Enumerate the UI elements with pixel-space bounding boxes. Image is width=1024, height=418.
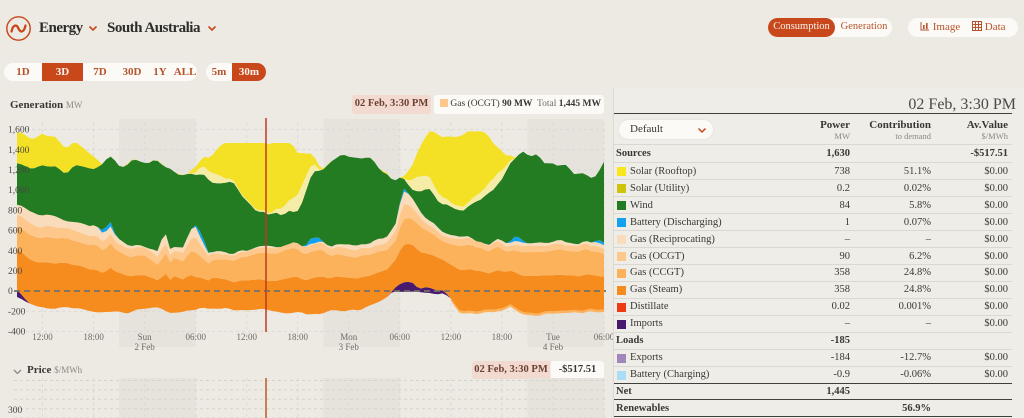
svg-text:18:00: 18:00: [83, 332, 104, 342]
svg-text:12:00: 12:00: [32, 332, 53, 342]
svg-text:Mon: Mon: [340, 332, 358, 342]
svg-text:Sun: Sun: [138, 332, 153, 342]
svg-text:1,400: 1,400: [8, 146, 30, 156]
svg-text:3 Feb: 3 Feb: [339, 342, 360, 352]
svg-text:06:00: 06:00: [185, 332, 206, 342]
svg-text:-200: -200: [8, 307, 26, 317]
svg-text:06:00: 06:00: [390, 332, 411, 342]
svg-text:1,200: 1,200: [8, 166, 30, 176]
svg-text:1,600: 1,600: [8, 126, 30, 136]
svg-text:800: 800: [8, 206, 23, 216]
svg-text:600: 600: [8, 227, 23, 237]
svg-text:0: 0: [8, 287, 13, 297]
svg-text:12:00: 12:00: [441, 332, 462, 342]
svg-text:300: 300: [8, 406, 23, 416]
svg-text:18:00: 18:00: [492, 332, 513, 342]
svg-text:4 Feb: 4 Feb: [543, 342, 564, 352]
svg-text:400: 400: [8, 247, 23, 257]
svg-text:2 Feb: 2 Feb: [134, 342, 155, 352]
svg-text:-400: -400: [8, 328, 26, 338]
svg-text:06:00: 06:00: [594, 332, 613, 342]
svg-text:18:00: 18:00: [287, 332, 308, 342]
svg-text:1,000: 1,000: [8, 186, 30, 196]
svg-text:200: 200: [8, 267, 23, 277]
svg-text:Tue: Tue: [546, 332, 560, 342]
svg-text:12:00: 12:00: [236, 332, 257, 342]
